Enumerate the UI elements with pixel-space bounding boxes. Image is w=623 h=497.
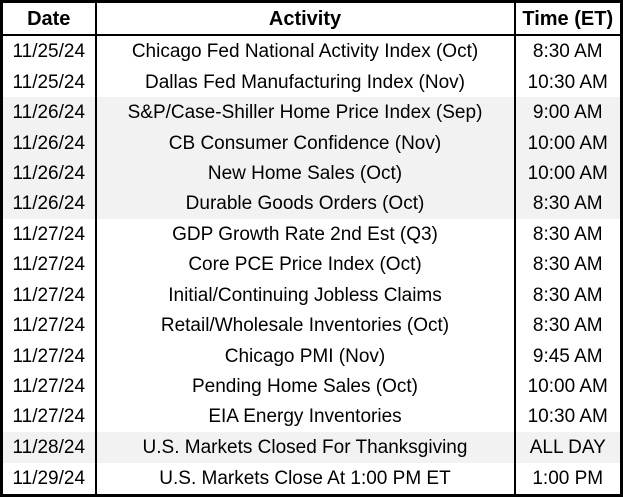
time-cell: 10:30 AM	[513, 67, 622, 98]
time-cell: 8:30 AM	[513, 249, 622, 280]
time-cell: 10:00 AM	[513, 127, 622, 159]
table-row: 11/26/24 New Home Sales (Oct) 10:00 AM	[1, 158, 622, 189]
time-cell: 8:30 AM	[513, 279, 622, 311]
table-row: 11/26/24 Durable Goods Orders (Oct) 8:30…	[1, 188, 622, 220]
time-cell: 9:45 AM	[513, 340, 622, 372]
table-row: 11/27/24 EIA Energy Inventories 10:30 AM	[1, 401, 622, 433]
date-cell: 11/27/24	[1, 249, 97, 280]
activity-cell: GDP Growth Rate 2nd Est (Q3)	[172, 223, 438, 245]
header-row: Date Activity Time (ET)	[1, 1, 622, 36]
date-cell: 11/27/24	[1, 219, 97, 250]
activity-cell: Chicago Fed National Activity Index (Oct…	[131, 41, 479, 63]
date-cell: 11/27/24	[1, 401, 97, 433]
activity-cell: Retail/Wholesale Inventories (Oct)	[160, 315, 450, 337]
time-cell: 1:00 PM	[513, 462, 622, 496]
date-cell: 11/27/24	[1, 371, 97, 402]
date-cell: 11/29/24	[1, 462, 97, 496]
table-row: 11/27/24 GDP Growth Rate 2nd Est (Q3) 8:…	[1, 219, 622, 250]
time-cell: 8:30 AM	[513, 188, 622, 220]
time-cell: 8:30 AM	[513, 310, 622, 341]
table-row: 11/27/24 Core PCE Price Index (Oct) 8:30…	[1, 249, 622, 280]
date-cell: 11/26/24	[1, 97, 97, 128]
table-row: 11/27/24 Retail/Wholesale Inventories (O…	[1, 310, 622, 341]
table-row: 11/26/24 S&P/Case-Shiller Home Price Ind…	[1, 97, 622, 128]
table-row: 11/27/24 Pending Home Sales (Oct) 10:00 …	[1, 371, 622, 402]
column-header-activity: Activity	[95, 1, 515, 36]
table-row: 11/26/24 CB Consumer Confidence (Nov) 10…	[1, 127, 622, 159]
time-cell: ALL DAY	[513, 432, 622, 463]
activity-cell: CB Consumer Confidence (Nov)	[95, 127, 515, 159]
time-cell: 10:30 AM	[513, 401, 622, 433]
activity-cell: U.S. Markets Close At 1:00 PM ET	[159, 467, 451, 489]
column-header-date: Date	[1, 1, 97, 36]
table-row: 11/28/24 U.S. Markets Closed For Thanksg…	[1, 432, 622, 463]
activity-cell: Pending Home Sales (Oct)	[192, 375, 418, 397]
table-header: Date Activity Time (ET)	[1, 1, 622, 36]
time-cell: 8:30 AM	[513, 35, 622, 68]
date-cell: 11/28/24	[1, 432, 97, 463]
activity-cell: U.S. Markets Closed For Thanksgiving	[95, 432, 515, 463]
activity-cell: Initial/Continuing Jobless Claims	[168, 284, 442, 306]
table-row: 11/29/24 U.S. Markets Close At 1:00 PM E…	[1, 462, 622, 496]
time-cell: 8:30 AM	[513, 219, 622, 250]
date-cell: 11/26/24	[1, 127, 97, 159]
time-cell: 9:00 AM	[513, 97, 622, 128]
date-cell: 11/26/24	[1, 188, 97, 220]
activity-cell: S&P/Case-Shiller Home Price Index (Sep)	[95, 97, 515, 128]
time-cell: 10:00 AM	[513, 371, 622, 402]
table-row: 11/25/24 Chicago Fed National Activity I…	[1, 35, 622, 68]
date-cell: 11/25/24	[1, 35, 97, 68]
column-header-time: Time (ET)	[513, 1, 622, 36]
activity-cell: Durable Goods Orders (Oct)	[95, 188, 515, 220]
table-row: 11/25/24 Dallas Fed Manufacturing Index …	[1, 67, 622, 98]
time-cell: 10:00 AM	[513, 158, 622, 189]
activity-cell: Dallas Fed Manufacturing Index (Nov)	[145, 71, 465, 93]
table-body: 11/25/24 Chicago Fed National Activity I…	[1, 35, 622, 496]
activity-cell: Chicago PMI (Nov)	[224, 345, 386, 367]
table-row: 11/27/24 Chicago PMI (Nov) 9:45 AM	[1, 340, 622, 372]
date-cell: 11/27/24	[1, 310, 97, 341]
date-cell: 11/27/24	[1, 279, 97, 311]
date-cell: 11/25/24	[1, 67, 97, 98]
activity-cell: Core PCE Price Index (Oct)	[188, 254, 422, 276]
activity-cell: EIA Energy Inventories	[208, 406, 402, 428]
date-cell: 11/26/24	[1, 158, 97, 189]
date-cell: 11/27/24	[1, 340, 97, 372]
table-row: 11/27/24 Initial/Continuing Jobless Clai…	[1, 279, 622, 311]
activity-cell: New Home Sales (Oct)	[95, 158, 515, 189]
